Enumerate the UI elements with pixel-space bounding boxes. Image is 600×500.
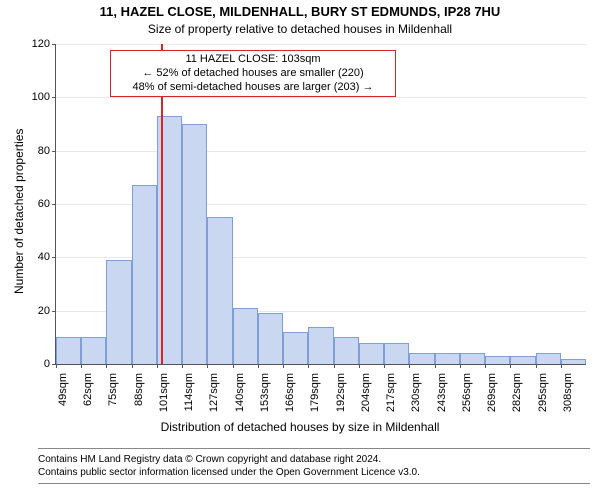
xtick-label: 114sqm [177, 373, 195, 411]
xtick-mark [207, 364, 208, 368]
xtick-label: 179sqm [303, 373, 321, 412]
xtick-label: 204sqm [354, 373, 372, 412]
ytick-label: 80 [38, 145, 56, 157]
xtick-label: 140sqm [228, 373, 246, 412]
xtick-label: 75sqm [101, 373, 119, 406]
xtick-label: 282sqm [505, 373, 523, 412]
xtick-mark [510, 364, 511, 368]
ytick-label: 0 [44, 358, 56, 370]
histogram-bar [536, 353, 561, 364]
xtick-label: 166sqm [278, 373, 296, 412]
histogram-bar [283, 332, 308, 364]
xtick-mark [384, 364, 385, 368]
xtick-mark [157, 364, 158, 368]
xtick-mark [359, 364, 360, 368]
xtick-label: 217sqm [379, 373, 397, 412]
title-main: 11, HAZEL CLOSE, MILDENHALL, BURY ST EDM… [0, 4, 600, 19]
xtick-mark [435, 364, 436, 368]
ytick-label: 20 [38, 305, 56, 317]
xtick-label: 62sqm [76, 373, 94, 406]
xtick-mark [536, 364, 537, 368]
histogram-bar [56, 337, 81, 364]
gridline [56, 97, 586, 98]
annotation-box: 11 HAZEL CLOSE: 103sqm← 52% of detached … [110, 50, 396, 97]
xtick-label: 256sqm [455, 373, 473, 412]
xtick-label: 192sqm [329, 373, 347, 412]
histogram-bar [334, 337, 359, 364]
xtick-label: 295sqm [531, 373, 549, 412]
ytick-label: 40 [38, 251, 56, 263]
xtick-mark [56, 364, 57, 368]
xtick-mark [308, 364, 309, 368]
xtick-label: 269sqm [480, 373, 498, 412]
annotation-line: ← 52% of detached houses are smaller (22… [117, 67, 389, 81]
footer-line: Contains public sector information licen… [38, 466, 590, 479]
histogram-bar [308, 327, 333, 364]
xtick-label: 153sqm [253, 373, 271, 412]
histogram-bar [409, 353, 434, 364]
histogram-bar [132, 185, 157, 364]
xtick-mark [106, 364, 107, 368]
gridline [56, 44, 586, 45]
xtick-label: 101sqm [152, 373, 170, 412]
title-sub: Size of property relative to detached ho… [0, 22, 600, 36]
gridline [56, 151, 586, 152]
xtick-label: 127sqm [202, 373, 220, 412]
ytick-label: 60 [38, 198, 56, 210]
annotation-line: 48% of semi-detached houses are larger (… [117, 81, 389, 95]
xtick-mark [182, 364, 183, 368]
histogram-bar [561, 359, 586, 364]
histogram-bar [106, 260, 131, 364]
histogram-bar [435, 353, 460, 364]
chart-page: { "title_main": "11, HAZEL CLOSE, MILDEN… [0, 0, 600, 500]
xtick-label: 49sqm [51, 373, 69, 406]
xtick-mark [334, 364, 335, 368]
xtick-mark [81, 364, 82, 368]
xtick-label: 230sqm [404, 373, 422, 412]
xtick-mark [233, 364, 234, 368]
footer-line: Contains HM Land Registry data © Crown c… [38, 453, 590, 466]
histogram-bar [359, 343, 384, 364]
xtick-mark [460, 364, 461, 368]
plot-area: 02040608010012049sqm62sqm75sqm88sqm101sq… [55, 44, 586, 365]
x-axis-label: Distribution of detached houses by size … [0, 420, 600, 434]
xtick-label: 243sqm [430, 373, 448, 412]
histogram-bar [81, 337, 106, 364]
xtick-mark [132, 364, 133, 368]
histogram-bar [460, 353, 485, 364]
xtick-label: 88sqm [127, 373, 145, 406]
ytick-label: 120 [32, 38, 56, 50]
ytick-label: 100 [32, 91, 56, 103]
y-axis-label: Number of detached properties [12, 129, 26, 294]
annotation-line: 11 HAZEL CLOSE: 103sqm [117, 53, 389, 67]
xtick-mark [561, 364, 562, 368]
xtick-mark [485, 364, 486, 368]
histogram-bar [384, 343, 409, 364]
histogram-bar [207, 217, 232, 364]
xtick-mark [409, 364, 410, 368]
histogram-bar [485, 356, 510, 364]
histogram-bar [182, 124, 207, 364]
xtick-mark [283, 364, 284, 368]
xtick-mark [258, 364, 259, 368]
xtick-label: 308sqm [556, 373, 574, 412]
footer-attribution: Contains HM Land Registry data © Crown c… [38, 448, 590, 484]
histogram-bar [258, 313, 283, 364]
histogram-bar [233, 308, 258, 364]
histogram-bar [510, 356, 535, 364]
